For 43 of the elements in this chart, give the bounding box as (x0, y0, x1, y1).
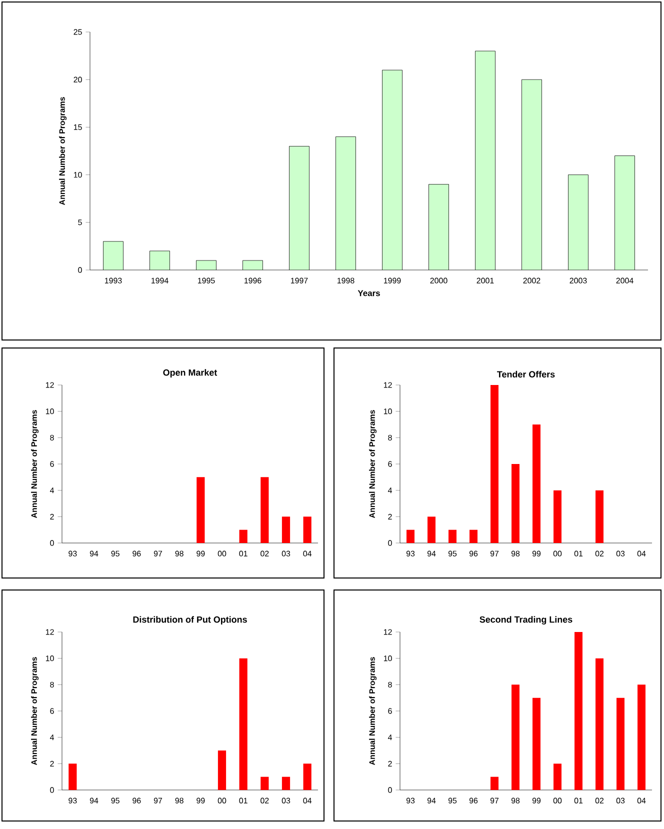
bar (103, 241, 124, 270)
bar (260, 477, 269, 543)
bar (336, 136, 356, 270)
bar (490, 776, 498, 790)
bar (638, 684, 646, 790)
bar (406, 530, 414, 543)
bar (239, 530, 248, 543)
chart-title: Second Trading Lines (480, 616, 572, 624)
bar (448, 530, 456, 543)
bar (303, 516, 312, 543)
bar (568, 174, 588, 270)
bar (289, 146, 310, 270)
bar (303, 764, 312, 790)
bar (218, 750, 226, 790)
bar (428, 516, 436, 543)
bar (574, 632, 582, 790)
bar (512, 464, 520, 543)
bar (490, 384, 498, 543)
bar (532, 698, 540, 790)
bar (554, 490, 562, 543)
bar (196, 477, 205, 543)
bar (282, 516, 290, 543)
bar (282, 776, 290, 790)
bar (239, 658, 248, 790)
bar (522, 80, 542, 270)
bar (470, 530, 478, 543)
bar (614, 156, 635, 270)
bar (532, 424, 540, 543)
chart-title: Distribution of Put Options (133, 616, 247, 624)
bar (68, 764, 77, 790)
x-axis-title: Years (358, 290, 380, 296)
bar (382, 70, 402, 270)
bar (150, 250, 170, 270)
bar (260, 776, 269, 790)
bar (616, 698, 624, 790)
bar (512, 684, 520, 790)
bar (428, 184, 449, 270)
chart-title: Open Market (163, 369, 218, 378)
bar (596, 658, 604, 790)
bar (475, 51, 496, 270)
bar (554, 764, 562, 790)
bar (596, 490, 604, 543)
chart-title: Tender Offers (497, 370, 555, 378)
